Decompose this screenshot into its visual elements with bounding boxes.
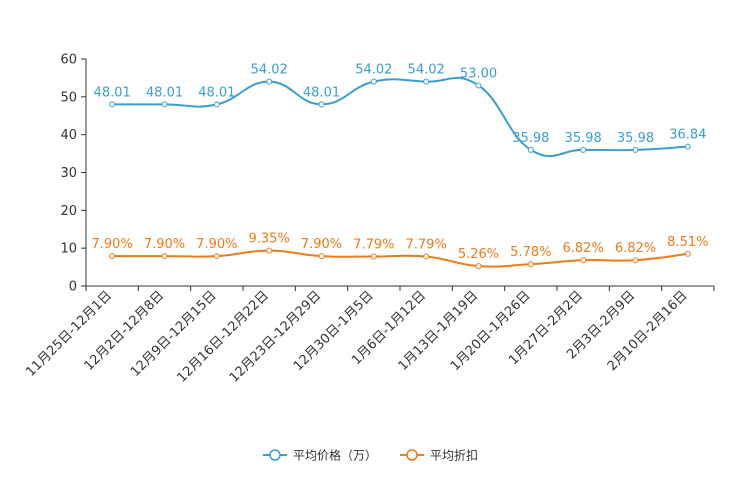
data-point[interactable] [580,146,587,153]
data-label: 36.84 [669,128,706,143]
data-label: 7.79% [406,238,447,253]
data-label: 6.82% [615,241,656,256]
data-label: 7.90% [92,237,133,252]
legend-label: 平均折扣 [430,448,478,463]
data-label: 48.01 [146,85,183,100]
legend-marker-icon [269,449,281,461]
y-tick-label: 0 [69,280,77,295]
data-label: 35.98 [565,131,602,146]
legend-marker-icon [406,449,418,461]
data-point[interactable] [109,101,116,108]
data-point[interactable] [318,101,325,108]
data-point[interactable] [370,253,377,260]
data-label: 7.79% [353,238,394,253]
data-point[interactable] [370,78,377,85]
data-point[interactable] [423,78,430,85]
y-tick-label: 30 [60,166,77,181]
data-label: 48.01 [94,85,131,100]
data-label: 7.90% [144,237,185,252]
data-label: 53.00 [460,66,497,81]
data-label: 9.35% [249,232,290,247]
legend-label: 平均价格（万） [293,448,377,463]
legend-item-2[interactable]: 平均折扣 [400,448,478,463]
data-point[interactable] [423,253,430,260]
data-point[interactable] [527,261,534,268]
data-point[interactable] [527,146,534,153]
y-tick-label: 60 [60,53,77,68]
data-label: 35.98 [617,131,654,146]
data-point[interactable] [266,247,273,254]
data-point[interactable] [266,78,273,85]
data-label: 54.02 [355,63,392,78]
data-point[interactable] [213,253,220,260]
data-label: 48.01 [198,85,235,100]
data-point[interactable] [684,250,691,257]
data-point[interactable] [632,146,639,153]
data-point[interactable] [475,263,482,270]
data-point[interactable] [161,253,168,260]
data-label: 5.78% [510,245,551,260]
legend[interactable]: 平均价格（万） 平均折扣 [263,448,478,463]
data-label: 5.26% [458,247,499,262]
y-tick-label: 20 [60,204,77,219]
data-label: 35.98 [512,131,549,146]
y-tick-label: 40 [60,128,77,143]
x-tick-label: 12月23日-12月29日 [227,288,324,385]
legend-item-1[interactable]: 平均价格（万） [263,448,377,463]
data-label: 48.01 [303,85,340,100]
data-point[interactable] [475,82,482,89]
data-point[interactable] [318,253,325,260]
axes: 010203040506011月25日-12月1日12月2日-12月8日12月9… [23,53,715,386]
series-2: 7.90% 7.90% 7.90% 9.35% 7.90% 7.79% 7.79% 5.26%… [92,232,708,270]
data-label: 6.82% [563,241,604,256]
data-point[interactable] [109,253,116,260]
series-layer: 48.01 48.01 48.01 54.02 48.01 54.02 54.02 53.00… [92,63,708,270]
data-point[interactable] [161,101,168,108]
data-label: 7.90% [196,237,237,252]
series-line [112,249,688,268]
x-tick-label: 11月25日-12月1日 [23,288,115,380]
series-1: 48.01 48.01 48.01 54.02 48.01 54.02 54.02 53.00… [94,63,706,158]
x-tick-label: 12月16日-12月22日 [175,288,272,385]
data-label: 8.51% [667,235,708,250]
data-point[interactable] [213,101,220,108]
data-point[interactable] [684,143,691,150]
data-label: 7.90% [301,237,342,252]
data-label: 54.02 [408,63,445,78]
data-point[interactable] [580,257,587,264]
data-label: 54.02 [251,63,288,78]
data-point[interactable] [632,257,639,264]
y-tick-label: 50 [60,90,77,105]
y-tick-label: 10 [60,242,77,257]
